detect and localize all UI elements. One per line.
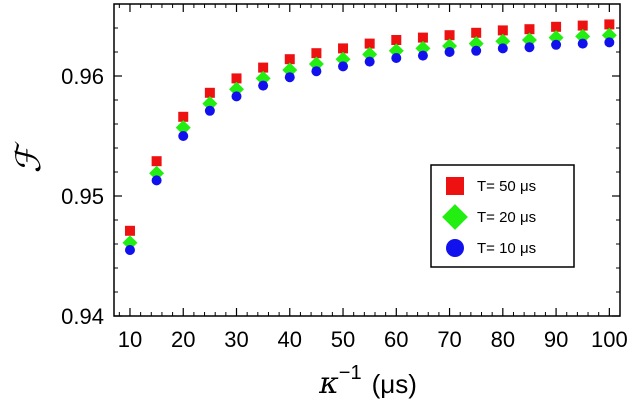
- data-point-square: [338, 43, 349, 54]
- data-point-square: [124, 225, 135, 236]
- data-point-square: [364, 38, 375, 49]
- data-point-diamond: [255, 70, 271, 86]
- data-point-circle: [444, 47, 455, 57]
- legend-label: T= 10 μs: [477, 240, 536, 257]
- series-circle: [124, 37, 615, 255]
- series-diamond: [122, 27, 617, 251]
- legend-marker-circle: [446, 239, 464, 257]
- data-point-square: [604, 19, 615, 30]
- x-tick-label: 100: [591, 327, 627, 352]
- data-point-diamond: [149, 165, 165, 181]
- data-point-square: [311, 48, 322, 59]
- x-axis-title: κ−1 (μs): [318, 362, 417, 401]
- data-point-square: [444, 30, 455, 41]
- data-point-diamond: [601, 27, 617, 43]
- x-tick-label: 50: [331, 327, 355, 352]
- data-point-diamond: [282, 62, 298, 78]
- data-point-diamond: [415, 40, 431, 56]
- legend: T= 50 μs T= 20 μs T= 10 μs: [430, 164, 575, 268]
- data-point-square: [524, 24, 535, 35]
- data-point-square: [204, 87, 215, 98]
- y-axis-ticks: 0.94 0.95 0.96: [61, 3, 620, 329]
- data-point-diamond: [202, 96, 218, 112]
- data-point-diamond: [388, 43, 404, 59]
- y-axis-title: ℱ: [9, 140, 49, 173]
- data-point-circle: [311, 66, 322, 77]
- data-point-circle: [124, 245, 135, 255]
- data-point-circle: [284, 72, 295, 83]
- data-point-circle: [577, 38, 588, 49]
- data-point-diamond: [122, 235, 138, 251]
- data-point-circle: [178, 131, 189, 141]
- data-point-circle: [391, 53, 402, 63]
- legend-label: T= 20 μs: [477, 209, 536, 226]
- data-point-circle: [551, 39, 562, 50]
- data-point-square: [471, 27, 482, 38]
- data-point-circle: [151, 175, 162, 186]
- y-tick-label: 0.94: [61, 304, 104, 329]
- x-tick-label: 80: [491, 327, 515, 352]
- x-tick-label: 60: [384, 327, 408, 352]
- x-axis-exponent: −1: [339, 362, 362, 384]
- data-points: [122, 19, 617, 255]
- data-point-square: [258, 62, 269, 73]
- data-point-diamond: [335, 51, 351, 67]
- y-tick-label: 0.95: [61, 184, 104, 209]
- plot-frame: [113, 3, 621, 317]
- data-point-circle: [417, 50, 428, 61]
- data-point-circle: [524, 42, 535, 53]
- legend-marker-diamond: [442, 204, 468, 230]
- series-square: [124, 19, 615, 236]
- data-point-square: [231, 73, 242, 84]
- data-point-circle: [364, 56, 375, 67]
- data-point-square: [497, 25, 508, 36]
- data-point-diamond: [495, 33, 511, 49]
- data-point-square: [178, 111, 189, 122]
- x-axis-ticks: 10 20 30 40 50 60 70 80 90 100: [118, 4, 627, 352]
- data-point-square: [551, 21, 562, 32]
- data-point-circle: [204, 105, 215, 116]
- data-point-square: [284, 54, 295, 65]
- x-tick-label: 30: [224, 327, 248, 352]
- data-point-diamond: [575, 28, 591, 44]
- data-point-circle: [471, 45, 482, 56]
- data-point-diamond: [548, 30, 564, 46]
- x-tick-label: 70: [437, 327, 461, 352]
- y-tick-label: 0.96: [61, 64, 104, 89]
- data-point-square: [577, 20, 588, 31]
- data-point-circle: [258, 80, 269, 91]
- data-point-diamond: [468, 36, 484, 52]
- x-axis-symbol: κ: [318, 366, 339, 401]
- data-point-diamond: [308, 56, 324, 72]
- x-tick-label: 20: [171, 327, 195, 352]
- data-point-circle: [604, 37, 615, 48]
- x-tick-label: 10: [118, 327, 142, 352]
- data-point-circle: [231, 91, 242, 102]
- data-point-square: [417, 32, 428, 43]
- data-point-diamond: [442, 38, 458, 54]
- legend-label: T= 50 μs: [477, 178, 536, 195]
- data-point-square: [151, 156, 162, 167]
- data-point-circle: [338, 61, 349, 72]
- data-point-diamond: [362, 46, 378, 62]
- data-point-diamond: [521, 32, 537, 48]
- legend-marker-square: [446, 177, 464, 195]
- x-tick-label: 40: [278, 327, 302, 352]
- data-point-diamond: [175, 120, 191, 136]
- data-point-circle: [497, 43, 508, 54]
- x-tick-label: 90: [544, 327, 568, 352]
- x-axis-unit: (μs): [372, 369, 417, 399]
- data-point-diamond: [229, 81, 244, 97]
- data-point-square: [391, 35, 402, 45]
